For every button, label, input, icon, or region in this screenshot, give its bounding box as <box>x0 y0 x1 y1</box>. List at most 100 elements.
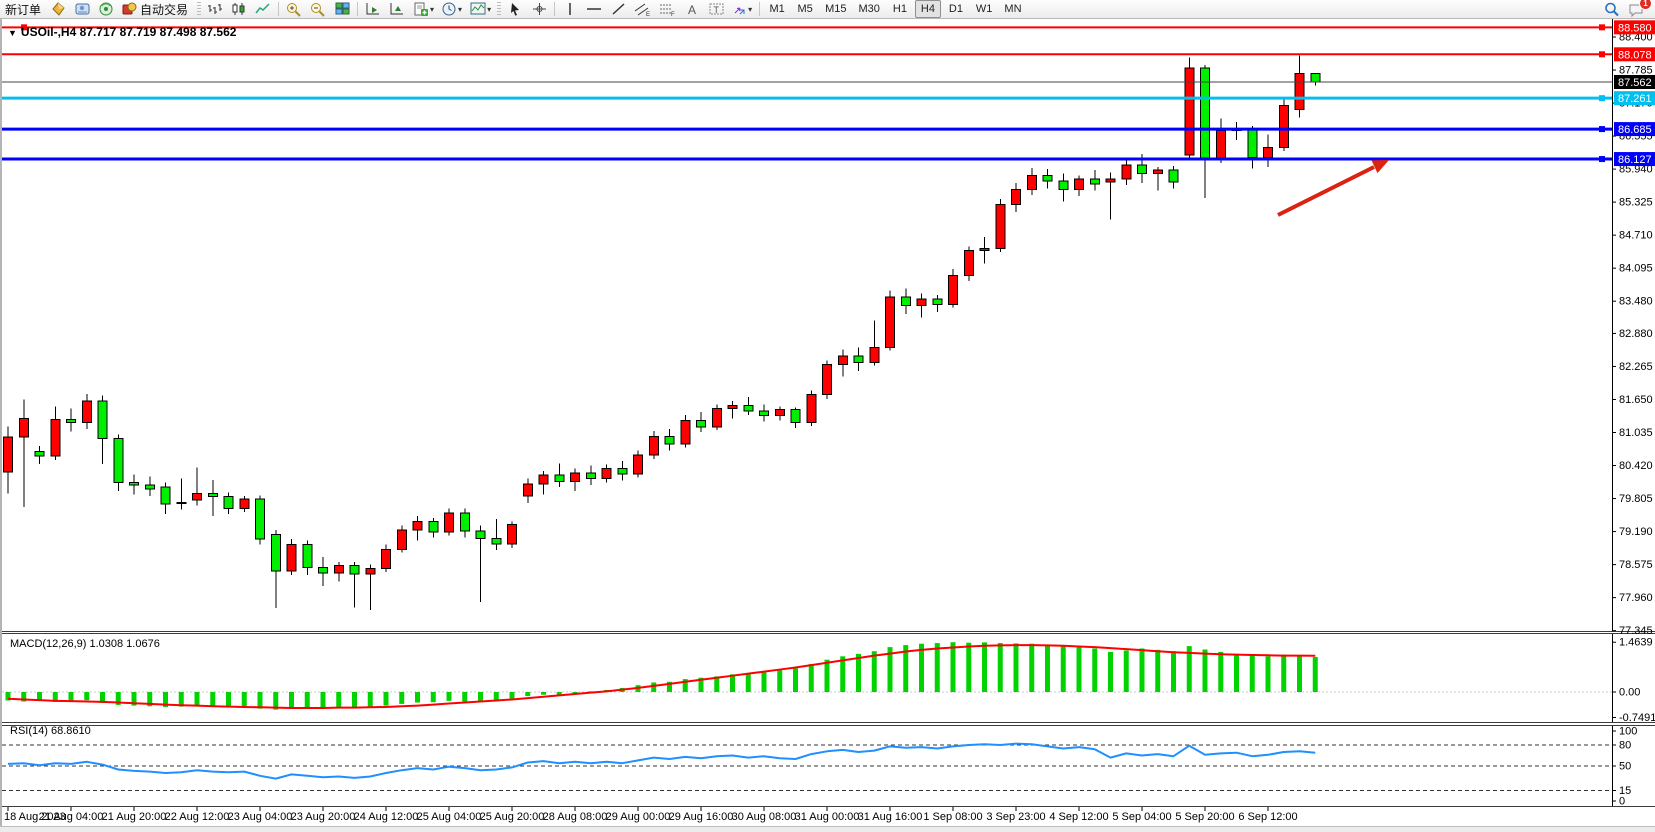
svg-text:15: 15 <box>1619 785 1631 797</box>
svg-text:77.345: 77.345 <box>1619 625 1653 637</box>
svg-text:88.400: 88.400 <box>1619 32 1653 44</box>
chart-title: ▼ USOil-,H4 87.717 87.719 87.498 87.562 <box>8 25 236 39</box>
templates-button[interactable]: ▾ <box>467 0 494 18</box>
svg-text:79.805: 79.805 <box>1619 493 1653 505</box>
tile-windows-icon[interactable] <box>331 0 353 18</box>
svg-text:29 Aug 16:00: 29 Aug 16:00 <box>669 811 734 823</box>
svg-text:80.420: 80.420 <box>1619 460 1653 472</box>
svg-text:18 Aug 2023: 18 Aug 2023 <box>4 811 66 823</box>
toolbar-separator <box>278 2 280 16</box>
toolbar-grip <box>497 2 502 16</box>
svg-text:31 Aug 16:00: 31 Aug 16:00 <box>858 811 923 823</box>
candlestick-mode-icon[interactable] <box>228 0 250 18</box>
zoom-out-icon[interactable] <box>307 0 329 18</box>
svg-text:86.685: 86.685 <box>1618 124 1652 136</box>
svg-text:83.480: 83.480 <box>1619 296 1653 308</box>
symbol-ohlc-line: USOil-,H4 87.717 87.719 87.498 87.562 <box>20 25 237 39</box>
dropdown-caret: ▾ <box>458 4 463 14</box>
zoom-in-icon[interactable] <box>283 0 305 18</box>
signals-broadcast-icon[interactable] <box>95 0 117 18</box>
svg-text:87.785: 87.785 <box>1619 65 1653 77</box>
svg-text:1.4639: 1.4639 <box>1619 637 1653 649</box>
svg-text:4 Sep 12:00: 4 Sep 12:00 <box>1049 811 1108 823</box>
autotrading-button[interactable]: 自动交易 <box>119 0 194 18</box>
chart-profile-icon[interactable] <box>47 0 69 18</box>
svg-text:78.575: 78.575 <box>1619 559 1653 571</box>
notification-badge: 1 <box>1639 0 1652 10</box>
new-order-button[interactable]: 新订单 <box>5 2 42 17</box>
timeframe-w1-button[interactable]: W1 <box>975 3 993 15</box>
svg-text:88.078: 88.078 <box>1618 49 1652 61</box>
svg-text:-0.7491: -0.7491 <box>1619 712 1655 724</box>
arrows-tool-button[interactable]: ▾ <box>729 0 755 18</box>
auto-scroll-icon[interactable] <box>362 0 384 18</box>
crosshair-tool-icon[interactable] <box>528 0 550 18</box>
svg-text:88.580: 88.580 <box>1618 22 1652 34</box>
svg-text:1 Sep 08:00: 1 Sep 08:00 <box>923 811 982 823</box>
svg-text:25 Aug 04:00: 25 Aug 04:00 <box>417 811 482 823</box>
svg-text:82.880: 82.880 <box>1619 328 1653 340</box>
svg-text:84.095: 84.095 <box>1619 263 1653 275</box>
dropdown-caret: ▾ <box>430 4 435 14</box>
terminal-window-icon[interactable] <box>71 0 93 18</box>
svg-text:87.261: 87.261 <box>1618 93 1652 105</box>
svg-text:23 Aug 20:00: 23 Aug 20:00 <box>291 811 356 823</box>
toolbar-separator <box>759 2 761 16</box>
svg-text:25 Aug 20:00: 25 Aug 20:00 <box>480 811 545 823</box>
timeframe-d1-button[interactable]: D1 <box>948 3 963 15</box>
toolbar-separator <box>357 2 359 16</box>
trendline-tool-icon[interactable] <box>607 0 629 18</box>
timeframe-mn-button[interactable]: MN <box>1004 3 1022 15</box>
horizontal-line-tool-icon[interactable] <box>583 0 605 18</box>
rsi-indicator-label: RSI(14) 68.8610 <box>10 725 91 737</box>
svg-text:85.940: 85.940 <box>1619 164 1653 176</box>
svg-text:84.710: 84.710 <box>1619 230 1653 242</box>
timeframe-h1-button[interactable]: H1 <box>892 3 907 15</box>
toolbar-grip <box>197 2 202 16</box>
main-toolbar: 新订单 自动交易 <box>0 0 1655 19</box>
svg-text:81.035: 81.035 <box>1619 427 1653 439</box>
svg-text:21 Aug 20:00: 21 Aug 20:00 <box>102 811 167 823</box>
fibonacci-tool-icon[interactable]: F <box>656 0 679 18</box>
svg-text:22 Aug 12:00: 22 Aug 12:00 <box>165 811 230 823</box>
chart-shift-icon[interactable] <box>386 0 408 18</box>
periods-clock-button[interactable]: ▾ <box>439 0 465 18</box>
svg-text:A: A <box>688 3 696 16</box>
timeframe-m5-button[interactable]: M5 <box>797 3 813 15</box>
cursor-tool-icon[interactable] <box>504 0 526 18</box>
search-icon[interactable] <box>1601 0 1623 18</box>
svg-text:5 Sep 20:00: 5 Sep 20:00 <box>1175 811 1234 823</box>
svg-text:23 Aug 04:00: 23 Aug 04:00 <box>228 811 293 823</box>
macd-indicator-label: MACD(12,26,9) 1.0308 1.0676 <box>10 638 160 650</box>
svg-text:87.562: 87.562 <box>1618 77 1652 89</box>
svg-text:81.650: 81.650 <box>1619 394 1653 406</box>
svg-text:85.325: 85.325 <box>1619 197 1653 209</box>
svg-text:E: E <box>646 12 650 17</box>
vertical-line-tool-icon[interactable] <box>559 0 581 18</box>
timeframe-m1-button[interactable]: M1 <box>769 3 785 15</box>
svg-text:3 Sep 23:00: 3 Sep 23:00 <box>986 811 1045 823</box>
notifications-button[interactable]: 1 <box>1625 0 1652 18</box>
indicators-button[interactable]: ▾ <box>410 0 437 18</box>
timeframe-m15-button[interactable]: M15 <box>825 3 847 15</box>
chart-window: 88.40087.78587.17086.55585.94085.32584.7… <box>0 18 1655 826</box>
text-tool-icon[interactable]: A <box>681 0 703 18</box>
svg-text:6 Sep 12:00: 6 Sep 12:00 <box>1238 811 1297 823</box>
symbol-dropdown-icon[interactable]: ▼ <box>8 28 17 38</box>
svg-text:80: 80 <box>1619 740 1631 752</box>
svg-text:0.00: 0.00 <box>1619 687 1640 699</box>
svg-text:29 Aug 00:00: 29 Aug 00:00 <box>606 811 671 823</box>
svg-text:100: 100 <box>1619 726 1637 738</box>
toolbar-separator <box>554 2 556 16</box>
timeframe-m30-button[interactable]: M30 <box>858 3 880 15</box>
equidistant-channel-tool-icon[interactable]: E <box>631 0 654 18</box>
svg-text:30 Aug 08:00: 30 Aug 08:00 <box>732 811 797 823</box>
svg-text:77.960: 77.960 <box>1619 592 1653 604</box>
bar-chart-mode-icon[interactable] <box>204 0 226 18</box>
line-chart-mode-icon[interactable] <box>252 0 274 18</box>
timeframe-h4-button[interactable]: H4 <box>914 0 941 18</box>
svg-text:0: 0 <box>1619 796 1625 808</box>
chart-canvas[interactable]: 88.40087.78587.17086.55585.94085.32584.7… <box>2 18 1655 831</box>
text-label-tool-icon[interactable]: T <box>705 0 727 18</box>
